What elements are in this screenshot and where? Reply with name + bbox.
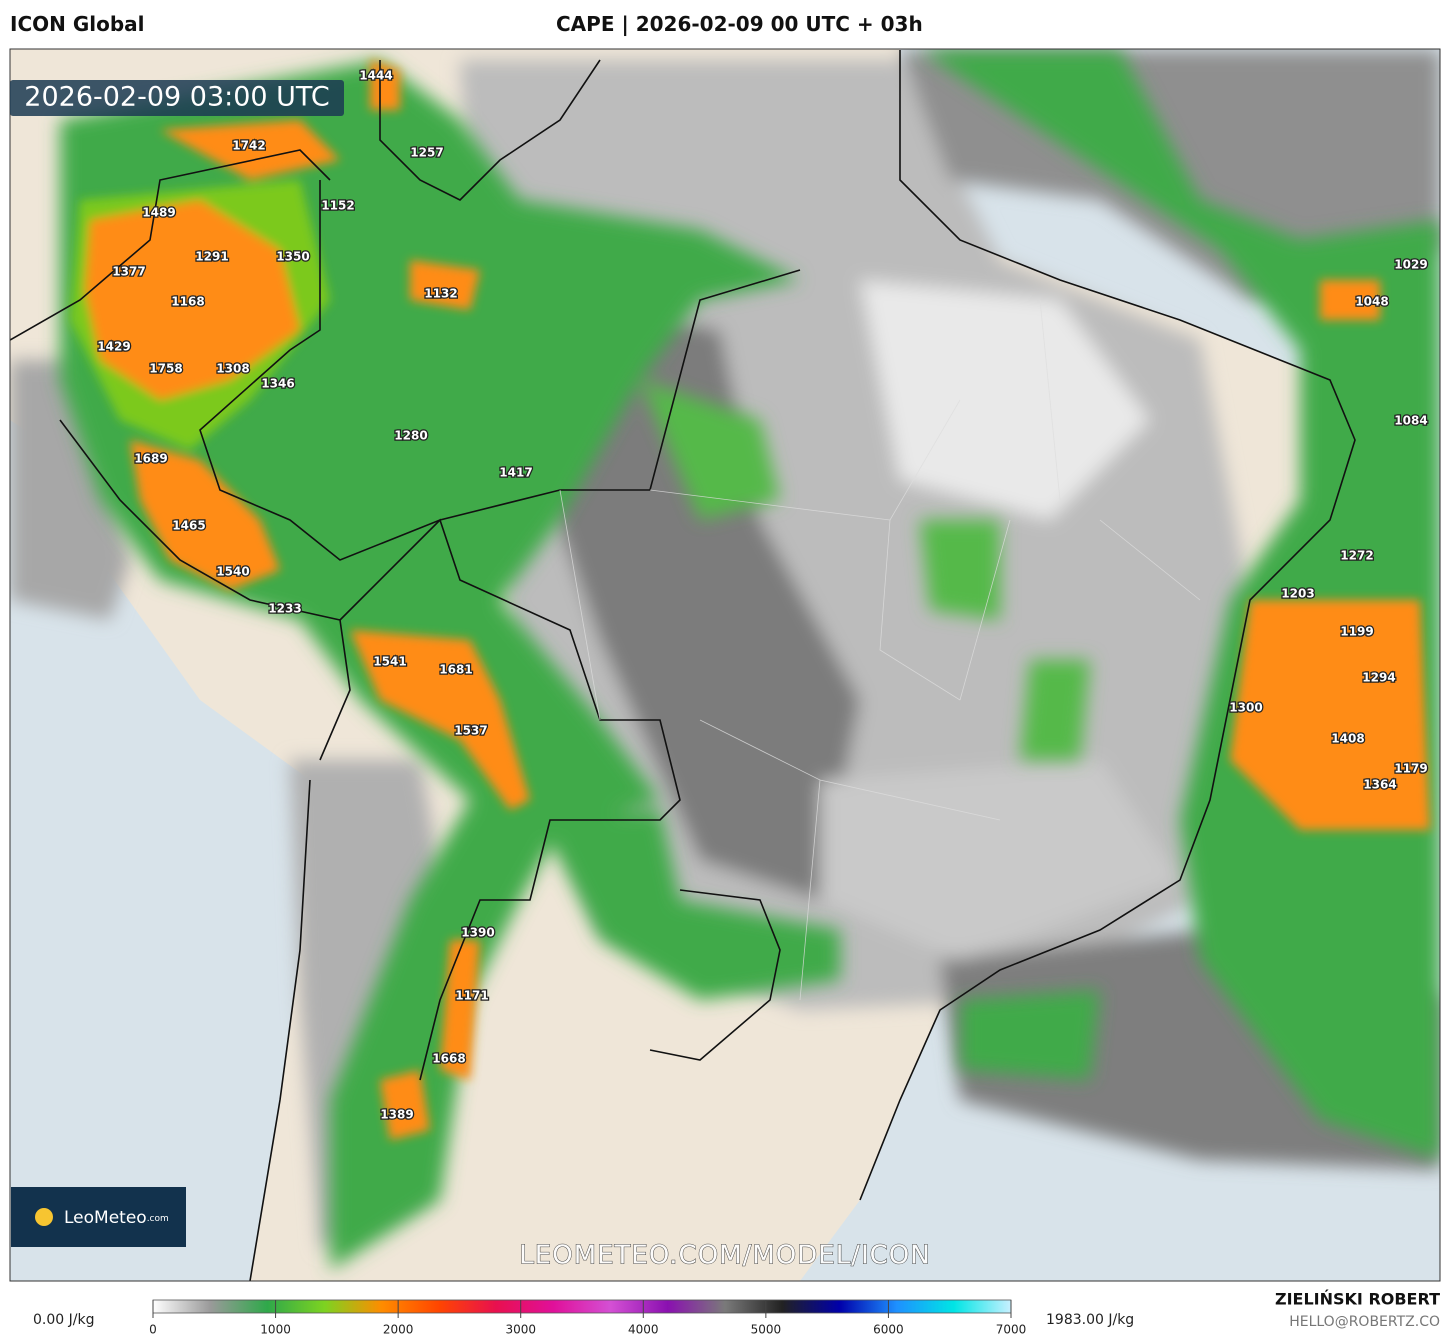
cape-label: 1294 — [1362, 671, 1395, 685]
logo-name: LeoMeteo — [64, 1208, 147, 1228]
cape-label: 1272 — [1340, 549, 1373, 563]
legend-max: 1983.00 J/kg — [1046, 1312, 1134, 1328]
orange-field — [70, 60, 1430, 1140]
cape-label: 1681 — [439, 663, 472, 677]
cape-label: 1291 — [195, 250, 228, 264]
cape-label: 1152 — [321, 199, 354, 213]
cape-label: 1199 — [1340, 625, 1373, 639]
colorbar-tick-label: 5000 — [751, 1323, 782, 1337]
cape-label: 1758 — [149, 362, 182, 376]
colorbar-tick-label: 3000 — [505, 1323, 536, 1337]
cape-label: 1489 — [142, 206, 175, 220]
cape-label: 1537 — [454, 724, 487, 738]
cape-label: 1171 — [455, 989, 488, 1003]
cape-label: 1132 — [424, 287, 457, 301]
cape-label: 1257 — [410, 146, 443, 160]
cape-label: 1233 — [268, 602, 301, 616]
cape-label: 1389 — [380, 1108, 413, 1122]
cape-label: 1203 — [1281, 587, 1314, 601]
logo-suffix: .com — [147, 1214, 169, 1224]
cape-label: 1346 — [261, 377, 294, 391]
cape-label: 1417 — [499, 466, 532, 480]
cape-label: 1377 — [112, 265, 145, 279]
cape-label: 1465 — [172, 519, 205, 533]
cape-label: 1300 — [1229, 701, 1262, 715]
cape-label: 1444 — [359, 69, 392, 83]
cape-label: 1084 — [1394, 414, 1427, 428]
cape-label: 1168 — [171, 295, 204, 309]
cape-label: 1308 — [216, 362, 249, 376]
watermark: LEOMETEO.COM/MODEL/ICON — [519, 1241, 930, 1271]
cape-label: 1408 — [1331, 732, 1364, 746]
cape-label: 1541 — [373, 655, 406, 669]
timestamp-box — [10, 80, 344, 116]
model-name: ICON Global — [10, 12, 145, 36]
chart-title: CAPE | 2026-02-09 00 UTC + 03h — [556, 12, 923, 36]
legend-min: 0.00 J/kg — [33, 1312, 94, 1328]
email: HELLO@ROBERTZ.CO — [1289, 1314, 1440, 1330]
state-borders — [559, 299, 1201, 1001]
logo-text: LeoMeteo.com — [64, 1208, 169, 1228]
cape-label: 1048 — [1355, 295, 1388, 309]
borders — [10, 50, 1356, 1281]
colorbar — [152, 1299, 1012, 1314]
colorbar-tick-label: 4000 — [628, 1323, 659, 1337]
cape-label: 1540 — [216, 565, 249, 579]
cape-label: 1689 — [134, 452, 167, 466]
colorbar-tick-label: 7000 — [996, 1323, 1027, 1337]
cape-label: 1390 — [461, 926, 494, 940]
cape-label: 1029 — [1394, 258, 1427, 272]
cape-label: 1742 — [232, 139, 265, 153]
cape-label: 1668 — [432, 1052, 465, 1066]
cape-label: 1429 — [97, 340, 130, 354]
colorbar-tick-label: 2000 — [383, 1323, 414, 1337]
map-area — [10, 49, 1440, 1281]
cape-label: 1179 — [1394, 762, 1427, 776]
cape-label: 1280 — [394, 429, 427, 443]
timestamp: 2026-02-09 03:00 UTC — [24, 82, 329, 113]
colorbar-ticks: 0 1000 2000 3000 4000 5000 6000 7000 — [149, 1300, 1026, 1337]
point-labels: 1444 1742 1257 1152 1489 1291 1350 1377 1168 1132… — [96, 67, 1429, 1123]
colorbar-tick-label: 0 — [149, 1323, 157, 1337]
cape-label: 1350 — [276, 250, 309, 264]
map-frame — [9, 48, 1441, 1282]
colorbar-tick-label: 1000 — [260, 1323, 291, 1337]
colorbar-tick-label: 6000 — [873, 1323, 904, 1337]
logo-sun — [35, 1208, 53, 1226]
author: ZIELIŃSKI ROBERT — [1275, 1290, 1440, 1309]
cape-label: 1364 — [1363, 778, 1396, 792]
